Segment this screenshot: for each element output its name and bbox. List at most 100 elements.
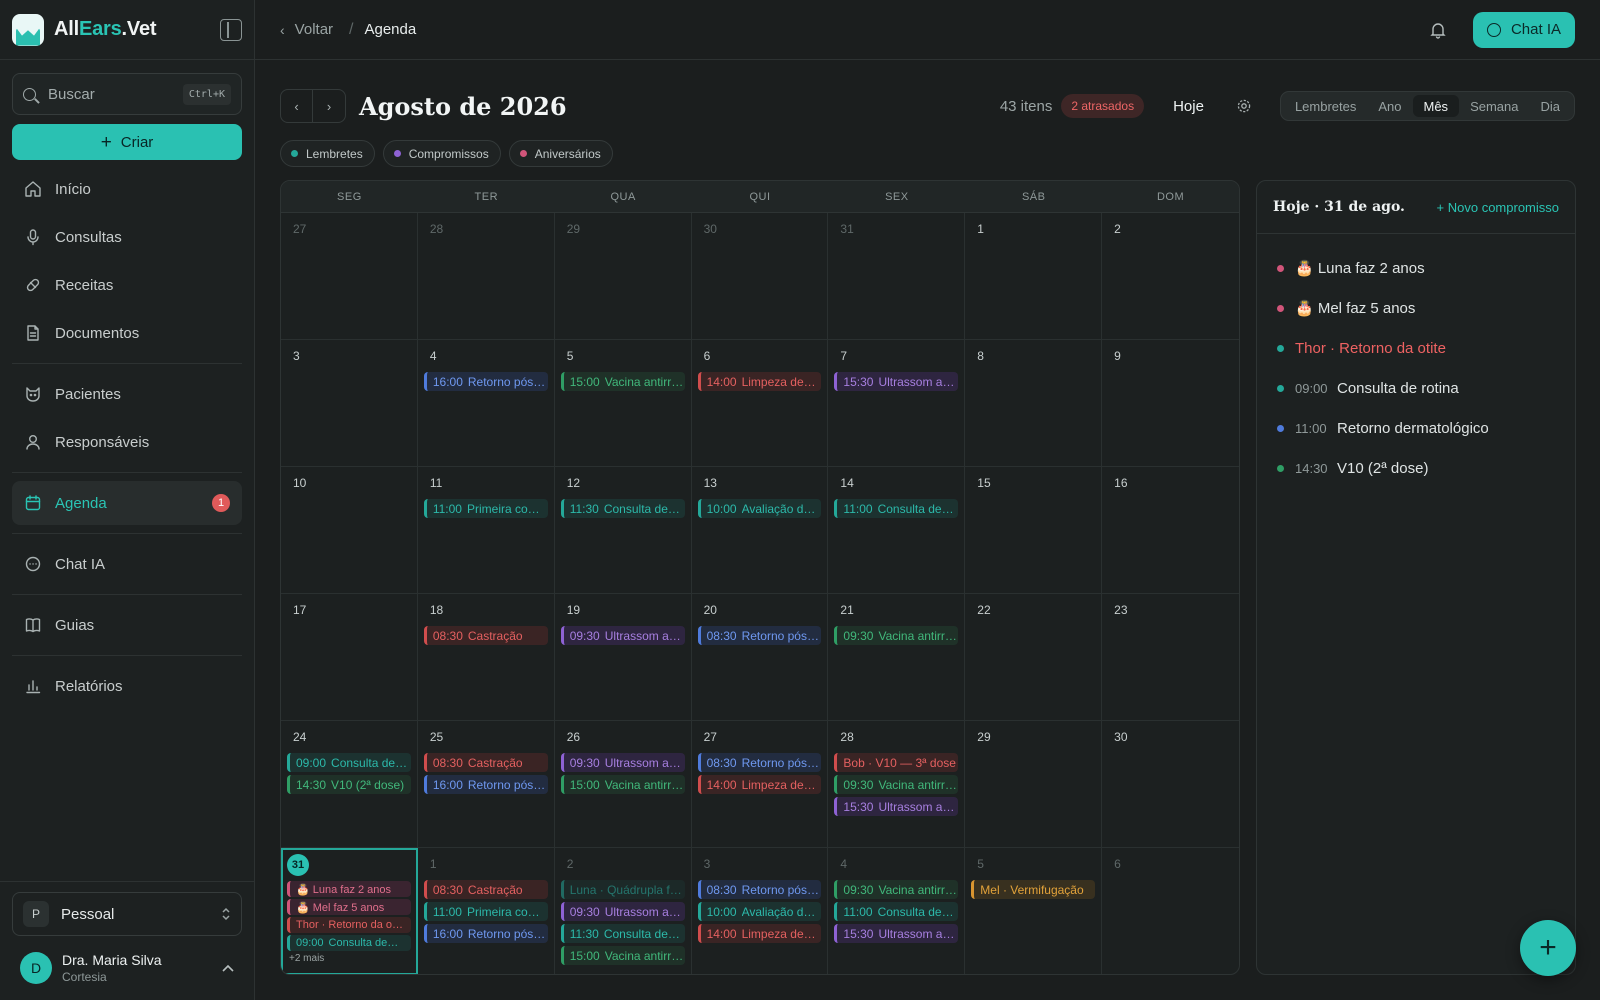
overdue-badge[interactable]: 2 atrasados [1061,94,1145,118]
calendar-day[interactable]: 18 08:30 Castração [417,594,555,721]
sidebar-item-guias[interactable]: Guias [12,603,242,647]
calendar-day[interactable]: 2 Luna · Quádrupla fe… 09:30 Ultrassom a… 11… [555,848,692,974]
calendar-event[interactable]: 09:30 Vacina antirr… [834,880,959,899]
calendar-event[interactable]: 10:00 Avaliação d… [697,499,822,518]
calendar-event[interactable]: 11:30 Consulta de… [560,499,685,518]
calendar-event[interactable]: 09:30 Ultrassom a… [560,902,685,921]
calendar-event[interactable]: 09:30 Vacina antirr… [834,626,959,645]
calendar-event[interactable]: 09:00 Consulta de… [287,753,411,772]
calendar-event[interactable]: 11:00 Consulta de… [834,902,959,921]
calendar-day[interactable]: 28 Bob · V10 — 3ª dose 09:30 Vacina antirr…… [828,721,966,848]
calendar-day[interactable]: 6 [1102,848,1239,974]
sidebar-item-relatorios[interactable]: Relatórios [12,664,242,708]
add-fab-button[interactable]: + [1520,920,1576,976]
calendar-day[interactable]: 17 [281,594,418,721]
calendar-event[interactable]: 14:30 V10 (2ª dose) [287,775,411,794]
user-menu[interactable]: D Dra. Maria Silva Cortesia [12,936,242,1000]
calendar-event[interactable]: 14:00 Limpeza de… [697,924,822,943]
back-button[interactable]: ‹ Voltar [280,21,333,38]
sidebar-item-inicio[interactable]: Início [12,167,242,211]
calendar-event[interactable]: 08:30 Castração [423,880,548,899]
calendar-day[interactable]: 27 08:30 Retorno pós… 14:00 Limpeza de… [691,721,829,848]
calendar-day[interactable]: 1 08:30 Castração 11:00 Primeira co… 16:00 Ret… [418,848,555,974]
calendar-day[interactable]: 13 10:00 Avaliação d… [691,467,829,594]
calendar-day[interactable]: 8 [965,340,1103,467]
sidebar-item-receitas[interactable]: Receitas [12,263,242,307]
calendar-event[interactable]: 🎂 Luna faz 2 anos [287,881,411,897]
workspace-switcher[interactable]: P Pessoal [12,892,242,936]
calendar-day[interactable]: 30 [691,213,829,340]
calendar-event[interactable]: 15:30 Ultrassom a… [834,924,959,943]
calendar-event[interactable]: 14:00 Limpeza de… [697,372,822,391]
sidebar-item-agenda[interactable]: Agenda 1 [12,481,242,525]
calendar-event[interactable]: 16:00 Retorno pós… [423,775,548,794]
next-month-button[interactable]: › [326,98,332,114]
calendar-day[interactable]: 3 [281,340,418,467]
view-tab[interactable]: Ano [1378,98,1402,114]
filter-chip[interactable]: Compromissos [382,140,501,167]
search-input[interactable]: Buscar Ctrl+K [12,73,242,115]
calendar-event[interactable]: 14:00 Limpeza de… [697,775,822,794]
calendar-day[interactable]: 19 09:30 Ultrassom a… [554,594,692,721]
calendar-day[interactable]: 6 14:00 Limpeza de… [691,340,829,467]
calendar-event[interactable]: 15:30 Ultrassom a… [834,372,959,391]
calendar-day[interactable]: 5 Mel · Vermifugação [965,848,1103,974]
calendar-event[interactable]: 08:30 Castração [423,753,548,772]
calendar-day[interactable]: 3 08:30 Retorno pós… 10:00 Avaliação d… 14:00… [692,848,829,974]
day-event-item[interactable]: 14:30 V10 (2ª dose) [1257,448,1575,488]
gear-icon[interactable] [1236,98,1252,114]
calendar-event[interactable]: 15:00 Vacina antirr… [560,775,685,794]
calendar-event[interactable]: 10:00 Avaliação d… [697,902,822,921]
calendar-day[interactable]: 2 [1102,213,1239,340]
calendar-event[interactable]: Bob · V10 — 3ª dose [834,753,959,772]
calendar-event[interactable]: 🎂 Mel faz 5 anos [287,899,411,915]
calendar-event[interactable]: 08:30 Retorno pós… [697,626,822,645]
view-tab[interactable]: Mês [1412,95,1460,117]
view-tab[interactable]: Semana [1470,98,1519,114]
sidebar-item-consultas[interactable]: Consultas [12,215,242,259]
calendar-day[interactable]: 9 [1102,340,1239,467]
calendar-day[interactable]: 30 [1102,721,1239,848]
calendar-event[interactable]: Mel · Vermifugação [971,880,1096,899]
calendar-event[interactable]: 15:00 Vacina antirr… [560,946,685,965]
sidebar-item-pacientes[interactable]: Pacientes [12,372,242,416]
calendar-event[interactable]: 15:30 Ultrassom a… [834,797,959,816]
calendar-event[interactable]: 11:00 Primeira co… [423,499,548,518]
day-event-item[interactable]: Thor · Retorno da otite [1257,328,1575,368]
more-events-link[interactable]: +2 mais [289,953,325,964]
calendar-day[interactable]: 7 15:30 Ultrassom a… [828,340,966,467]
calendar-day[interactable]: 15 [965,467,1103,594]
view-tab[interactable]: Lembretes [1294,98,1357,114]
bell-icon[interactable] [1429,21,1447,39]
sidebar-item-responsaveis[interactable]: Responsáveis [12,420,242,464]
day-event-item[interactable]: 11:00 Retorno dermatológico [1257,408,1575,448]
calendar-day[interactable]: 27 [281,213,418,340]
calendar-event[interactable]: 08:30 Retorno pós… [697,880,822,899]
calendar-day[interactable]: 28 [417,213,555,340]
day-event-item[interactable]: 🎂 Mel faz 5 anos [1257,288,1575,328]
calendar-event[interactable]: 08:30 Retorno pós… [697,753,822,772]
calendar-day[interactable]: 16 [1102,467,1239,594]
sidebar-collapse-icon[interactable] [220,18,242,41]
sidebar-item-chat-ia[interactable]: Chat IA [12,542,242,586]
calendar-day[interactable]: 25 08:30 Castração 16:00 Retorno pós… [417,721,555,848]
calendar-event[interactable]: 11:30 Consulta de… [560,924,685,943]
calendar-day-today[interactable]: 31 🎂 Luna faz 2 anos 🎂 Mel faz 5 anos Thor … [281,848,418,974]
calendar-event[interactable]: Thor · Retorno da o… [287,917,411,933]
prev-month-button[interactable]: ‹ [281,90,313,122]
calendar-day[interactable]: 24 09:00 Consulta de… 14:30 V10 (2ª dose) [281,721,418,848]
calendar-day[interactable]: 4 09:30 Vacina antirr… 11:00 Consulta de… 15:… [828,848,966,974]
calendar-event[interactable]: 11:00 Consulta de… [834,499,959,518]
sidebar-item-documentos[interactable]: Documentos [12,311,242,355]
calendar-event[interactable]: 09:00 Consulta de… [287,935,411,951]
calendar-event[interactable]: 08:30 Castração [423,626,548,645]
calendar-day[interactable]: 4 16:00 Retorno pós… [417,340,555,467]
calendar-event[interactable]: 09:30 Ultrassom a… [560,626,685,645]
calendar-day[interactable]: 21 09:30 Vacina antirr… [828,594,966,721]
calendar-event[interactable]: 09:30 Vacina antirr… [834,775,959,794]
calendar-day[interactable]: 5 15:00 Vacina antirr… [554,340,692,467]
calendar-event[interactable]: 15:00 Vacina antirr… [560,372,685,391]
day-event-item[interactable]: 09:00 Consulta de rotina [1257,368,1575,408]
calendar-day[interactable]: 31 [828,213,966,340]
day-event-item[interactable]: 🎂 Luna faz 2 anos [1257,248,1575,288]
